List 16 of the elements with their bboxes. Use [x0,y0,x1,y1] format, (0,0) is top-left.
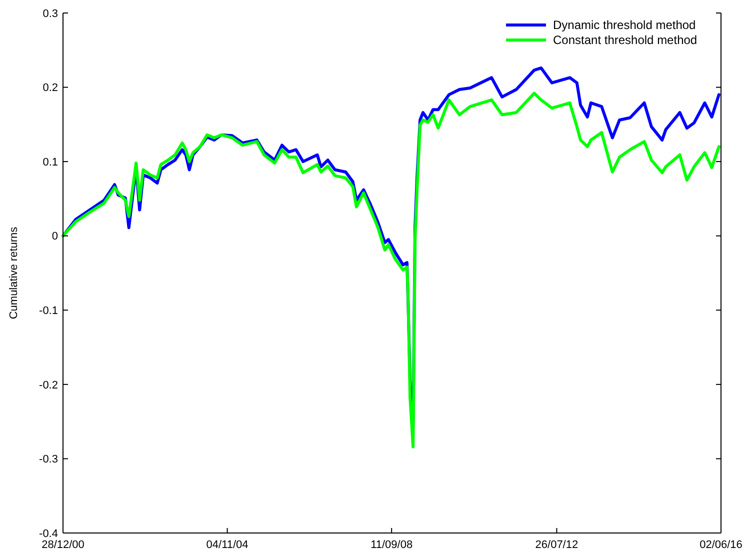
x-tick-label: 11/09/08 [370,539,413,551]
legend-label: Constant threshold method [553,33,698,48]
x-tick-label: 26/07/12 [535,539,578,551]
y-tick-label: 0.2 [42,82,58,94]
y-tick-label: 0.1 [42,156,58,168]
y-axis-title: Cumulative returns [8,226,20,320]
y-tick-label: 0.3 [42,8,58,20]
x-tick-label: 04/11/04 [206,539,248,551]
y-tick-label: -0.4 [39,528,58,540]
y-tick-label: -0.3 [39,454,58,466]
y-tick-label: 0 [52,230,58,243]
legend-label: Dynamic threshold method [553,18,696,32]
x-tick-label: 02/06/16 [700,539,742,551]
y-tick-label: -0.1 [39,304,58,317]
y-tick-label: -0.2 [39,379,58,392]
x-tick-label: 28/12/00 [42,539,84,551]
